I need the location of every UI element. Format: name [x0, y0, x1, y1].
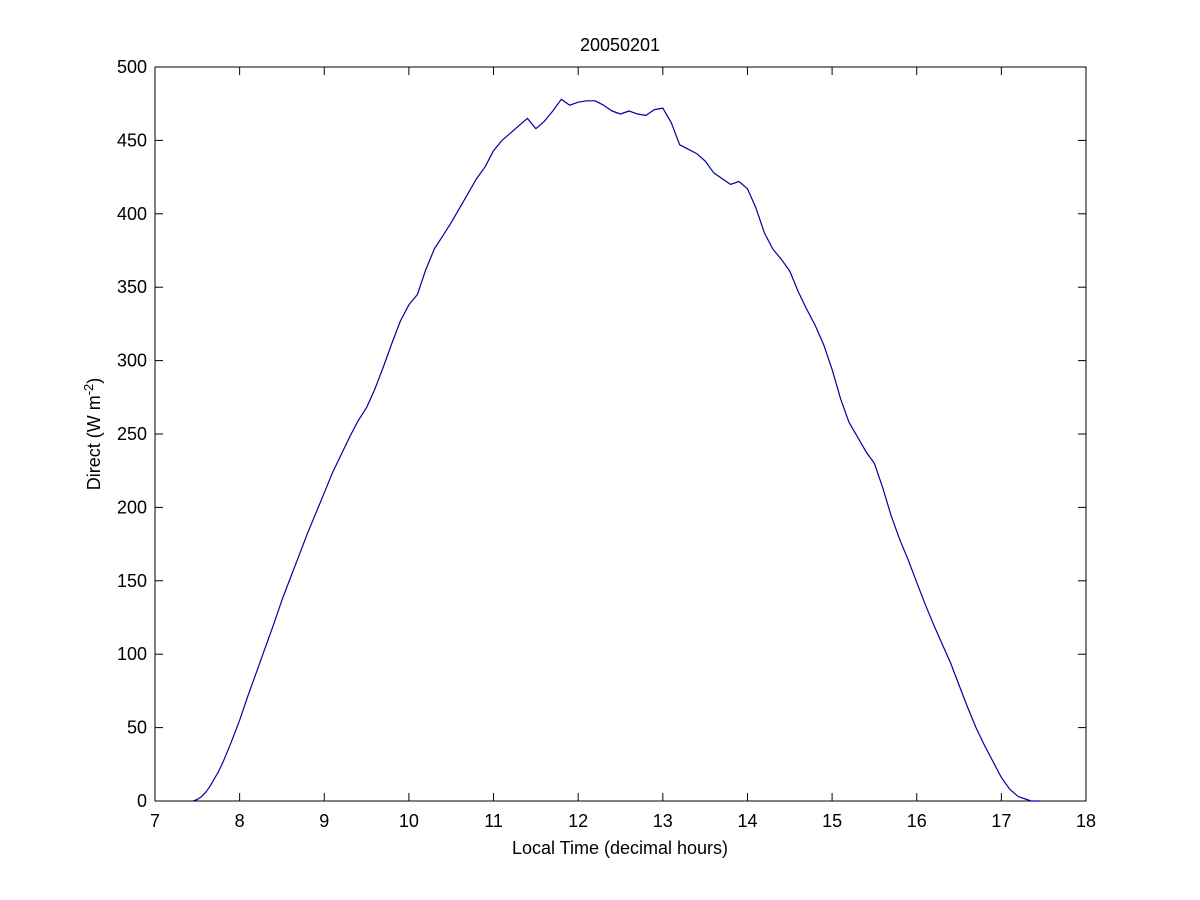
x-tick-label: 15: [822, 811, 842, 831]
x-tick-label: 14: [737, 811, 757, 831]
x-tick-label: 16: [907, 811, 927, 831]
y-axis-title-closing: ): [84, 378, 104, 384]
x-tick-label: 9: [319, 811, 329, 831]
x-tick-label: 13: [653, 811, 673, 831]
y-tick-label: 300: [117, 351, 147, 371]
x-tick-label: 7: [150, 811, 160, 831]
x-tick-label: 10: [399, 811, 419, 831]
x-tick-label: 8: [235, 811, 245, 831]
y-tick-label: 500: [117, 57, 147, 77]
y-tick-label: 200: [117, 497, 147, 517]
x-axis: 7 8 9 10 11 12 13 14 15 16 17 18: [150, 67, 1096, 831]
series-layer: [192, 98, 1040, 802]
y-axis-title: Direct (W m-2): [81, 378, 104, 491]
y-tick-label: 400: [117, 204, 147, 224]
y-tick-label: 350: [117, 277, 147, 297]
chart-title: 20050201: [580, 35, 660, 55]
y-tick-label: 250: [117, 424, 147, 444]
y-axis-title-main: Direct (W m: [84, 395, 104, 490]
y-tick-label: 150: [117, 571, 147, 591]
x-tick-label: 17: [991, 811, 1011, 831]
y-tick-label: 50: [127, 718, 147, 738]
x-tick-label: 11: [484, 811, 503, 831]
y-tick-label: 100: [117, 644, 147, 664]
y-axis-title-superscript: -2: [81, 384, 96, 396]
x-tick-label: 18: [1076, 811, 1096, 831]
y-tick-label: 450: [117, 130, 147, 150]
y-tick-label: 0: [137, 791, 147, 811]
y-axis: 0 50 100 150 200 250 300 350 400 450 500: [117, 57, 1086, 811]
series-line: [192, 98, 1040, 802]
x-tick-label: 12: [568, 811, 588, 831]
x-axis-title: Local Time (decimal hours): [512, 838, 728, 858]
